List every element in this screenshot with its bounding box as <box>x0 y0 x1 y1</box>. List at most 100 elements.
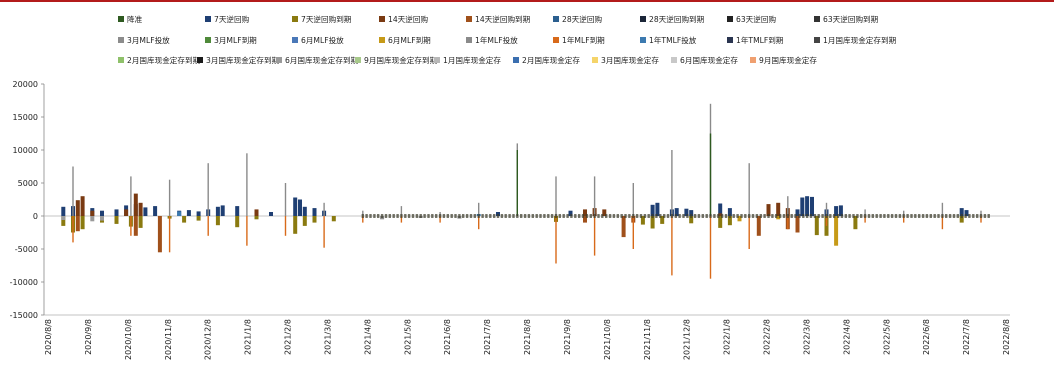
legend-label: 6月国库现金定存到期 <box>285 55 359 65</box>
bars-group <box>44 103 1010 279</box>
legend-label: 1年MLF到期 <box>562 35 605 45</box>
bar <box>632 183 634 216</box>
legend-swatch <box>553 37 559 43</box>
legend-item: 2月国库现金定存到期 <box>118 55 201 65</box>
bar <box>616 214 619 218</box>
y-axis: 20000 15000 10000 5000 0 -5000 -10000 -15000 <box>10 80 45 320</box>
y-tick-label: -5000 <box>15 245 38 254</box>
bar <box>516 214 519 218</box>
legend-item: 1年TMLF到期 <box>727 35 784 45</box>
bar <box>404 214 407 218</box>
bar <box>450 214 453 218</box>
bar <box>554 214 558 218</box>
bar <box>130 216 132 236</box>
bar <box>628 214 631 218</box>
bar <box>508 214 511 218</box>
legend-label: 9月国库现金定存 <box>759 55 817 65</box>
bar <box>323 202 325 216</box>
bar <box>504 214 507 218</box>
bar <box>670 214 674 218</box>
legend-swatch <box>466 16 472 22</box>
bar <box>168 216 171 253</box>
bar <box>496 214 500 218</box>
bar <box>493 214 496 218</box>
bar <box>558 214 561 218</box>
bar <box>80 196 85 216</box>
bar <box>666 214 670 218</box>
bar <box>539 214 542 218</box>
bar <box>602 209 607 216</box>
legend-item: 14天逆回购到期 <box>466 14 531 24</box>
bar <box>331 216 336 222</box>
legend-item: 6月国库现金定存到期 <box>276 55 359 65</box>
bar <box>766 204 771 216</box>
bar <box>778 214 782 218</box>
bar <box>759 214 762 218</box>
bar <box>302 216 307 226</box>
bar <box>894 214 898 218</box>
bar <box>293 216 298 234</box>
legend-swatch <box>292 37 298 43</box>
bar <box>593 216 596 256</box>
legend-swatch <box>513 57 519 63</box>
legend-swatch <box>197 57 203 63</box>
legend-item: 9月国库现金定存 <box>750 55 817 65</box>
bar <box>90 210 95 216</box>
legend-swatch <box>118 57 124 63</box>
bar <box>527 214 531 218</box>
bar <box>407 214 411 218</box>
bar <box>583 216 587 223</box>
legend-swatch <box>671 57 677 63</box>
legend-label: 6月国库现金定存 <box>680 55 738 65</box>
bar <box>423 214 426 218</box>
legend-label: 3月MLF到期 <box>214 36 257 45</box>
bar <box>442 214 446 218</box>
bar <box>883 214 886 218</box>
y-tick-label: -15000 <box>10 311 38 320</box>
legend-item: 1年MLF到期 <box>553 35 605 45</box>
bar <box>578 214 581 218</box>
y-tick-label: 5000 <box>18 179 38 188</box>
bar <box>207 163 209 216</box>
bar <box>143 207 148 216</box>
bar <box>583 209 587 216</box>
bar <box>138 202 143 216</box>
bar <box>834 216 839 246</box>
bar <box>75 200 80 216</box>
bar <box>485 214 488 218</box>
bar <box>80 216 85 230</box>
bar <box>535 214 538 218</box>
x-tick-label: 2022/6/8 <box>922 319 931 355</box>
bar <box>864 209 866 216</box>
bar <box>207 216 209 236</box>
bar <box>411 214 415 218</box>
bar <box>547 214 550 218</box>
x-tick-label: 2021/8/8 <box>523 319 532 355</box>
bar <box>674 214 677 218</box>
bar <box>568 210 573 216</box>
bar <box>879 214 882 218</box>
bar <box>852 214 855 218</box>
bar <box>439 216 441 223</box>
top-rule <box>0 0 1054 2</box>
bar <box>718 216 723 228</box>
bar <box>671 216 673 276</box>
bar <box>660 216 665 224</box>
bar <box>608 214 612 218</box>
legend-label: 14天逆回购到期 <box>475 14 531 24</box>
bar <box>787 196 789 216</box>
legend-label: 1年MLF投放 <box>475 35 518 45</box>
bar <box>701 214 704 218</box>
bar <box>605 214 608 218</box>
bar <box>323 216 325 248</box>
bar <box>898 214 902 218</box>
legend-swatch <box>434 57 440 63</box>
bar <box>689 210 694 216</box>
bar <box>254 216 259 220</box>
bar <box>860 214 863 218</box>
bar <box>737 216 742 222</box>
bar <box>531 214 534 218</box>
x-tick-label: 2022/4/8 <box>842 319 851 355</box>
bar <box>921 214 925 218</box>
bar <box>130 176 132 216</box>
